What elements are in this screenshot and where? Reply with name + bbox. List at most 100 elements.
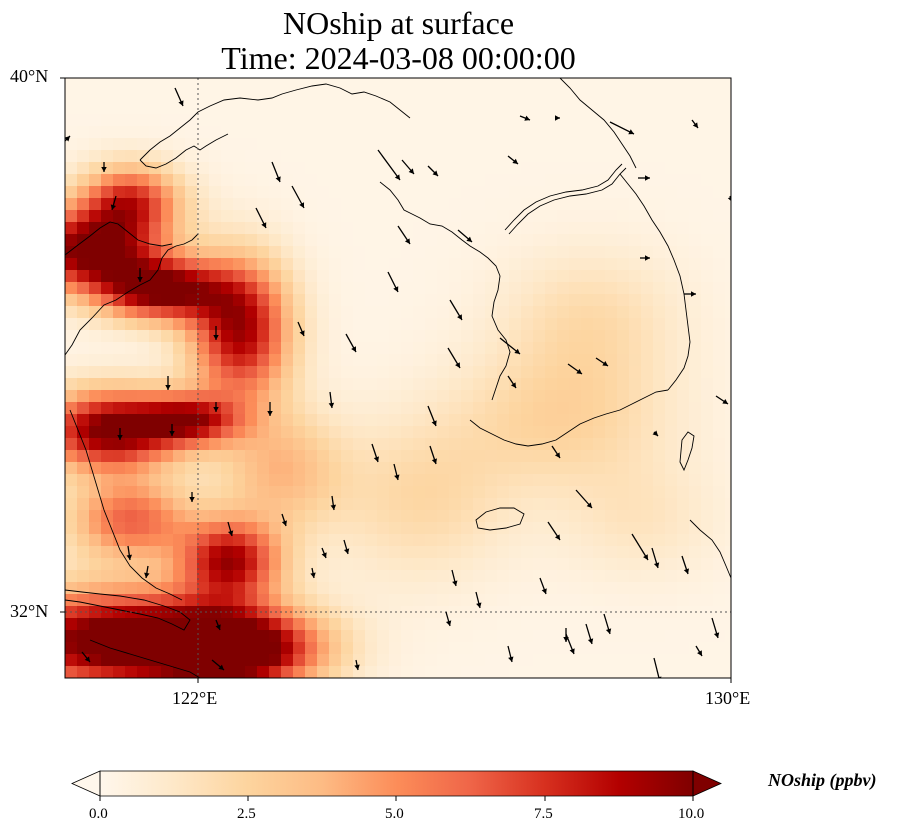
field-cell xyxy=(545,150,558,163)
field-cell xyxy=(101,414,114,427)
field-cell xyxy=(89,570,102,583)
field-cell xyxy=(377,486,390,499)
field-cell xyxy=(617,186,630,199)
field-cell xyxy=(185,546,198,559)
field-cell xyxy=(197,102,210,115)
field-cell xyxy=(533,282,546,295)
field-cell xyxy=(89,558,102,571)
field-cell xyxy=(197,330,210,343)
field-cell xyxy=(641,342,654,355)
field-cell xyxy=(593,606,606,619)
wind-vector-head xyxy=(683,568,690,574)
field-cell xyxy=(653,654,666,667)
field-cell xyxy=(149,294,162,307)
field-cell xyxy=(317,402,330,415)
field-cell xyxy=(473,642,486,655)
field-cell xyxy=(545,366,558,379)
field-cell xyxy=(89,450,102,463)
field-cell xyxy=(161,102,174,115)
field-cell xyxy=(161,174,174,187)
field-cell xyxy=(677,606,690,619)
field-cell xyxy=(173,618,186,631)
field-cell xyxy=(449,162,462,175)
field-cell xyxy=(317,462,330,475)
field-cell xyxy=(317,126,330,139)
field-cell xyxy=(125,78,138,91)
field-cell xyxy=(269,78,282,91)
field-cell xyxy=(521,594,534,607)
field-cell xyxy=(533,618,546,631)
field-cell xyxy=(245,78,258,91)
field-cell xyxy=(137,306,150,319)
field-cell xyxy=(233,282,246,295)
field-cell xyxy=(77,342,90,355)
field-cell xyxy=(425,534,438,547)
field-cell xyxy=(65,630,78,643)
field-cell xyxy=(653,522,666,535)
field-cell xyxy=(641,666,654,678)
field-cell xyxy=(281,198,294,211)
field-cell xyxy=(413,354,426,367)
wind-vector-head xyxy=(554,452,560,458)
field-cell xyxy=(605,258,618,271)
field-cell xyxy=(581,318,594,331)
field-cell xyxy=(365,126,378,139)
field-cell xyxy=(545,114,558,127)
field-cell xyxy=(353,186,366,199)
field-cell xyxy=(617,78,630,91)
field-cell xyxy=(125,102,138,115)
field-cell xyxy=(557,390,570,403)
field-cell xyxy=(161,306,174,319)
field-cell xyxy=(257,234,270,247)
field-cell xyxy=(473,246,486,259)
field-cell xyxy=(605,630,618,643)
field-cell xyxy=(713,114,726,127)
field-cell xyxy=(497,234,510,247)
field-cell xyxy=(653,210,666,223)
field-cell xyxy=(185,186,198,199)
field-cell xyxy=(605,198,618,211)
field-cell xyxy=(113,390,126,403)
field-cell xyxy=(77,642,90,655)
field-cell xyxy=(245,534,258,547)
field-cell xyxy=(701,522,714,535)
field-cell xyxy=(305,162,318,175)
field-cell xyxy=(713,618,726,631)
field-cell xyxy=(113,534,126,547)
field-cell xyxy=(377,582,390,595)
field-cell xyxy=(317,414,330,427)
field-cell xyxy=(293,186,306,199)
field-cell xyxy=(173,138,186,151)
field-cell xyxy=(269,546,282,559)
field-cell xyxy=(437,390,450,403)
field-cell xyxy=(161,390,174,403)
field-cell xyxy=(653,438,666,451)
field-cell xyxy=(89,342,102,355)
field-cell xyxy=(545,594,558,607)
field-cell xyxy=(161,594,174,607)
field-cell xyxy=(281,474,294,487)
field-cell xyxy=(461,354,474,367)
wind-vector-head xyxy=(605,628,612,634)
field-cell xyxy=(557,102,570,115)
field-cell xyxy=(269,210,282,223)
field-cell xyxy=(509,294,522,307)
field-cell xyxy=(437,618,450,631)
field-cell xyxy=(437,474,450,487)
field-cell xyxy=(365,114,378,127)
field-cell xyxy=(269,666,282,678)
field-cell xyxy=(713,414,726,427)
field-cell xyxy=(473,534,486,547)
field-cell xyxy=(653,450,666,463)
field-cell xyxy=(161,342,174,355)
field-cell xyxy=(197,570,210,583)
field-cell xyxy=(137,246,150,259)
field-cell xyxy=(101,450,114,463)
field-cell xyxy=(257,462,270,475)
field-cell xyxy=(317,450,330,463)
field-cell xyxy=(185,246,198,259)
field-cell xyxy=(281,258,294,271)
field-cell xyxy=(257,318,270,331)
field-cell xyxy=(665,450,678,463)
field-cell xyxy=(161,606,174,619)
